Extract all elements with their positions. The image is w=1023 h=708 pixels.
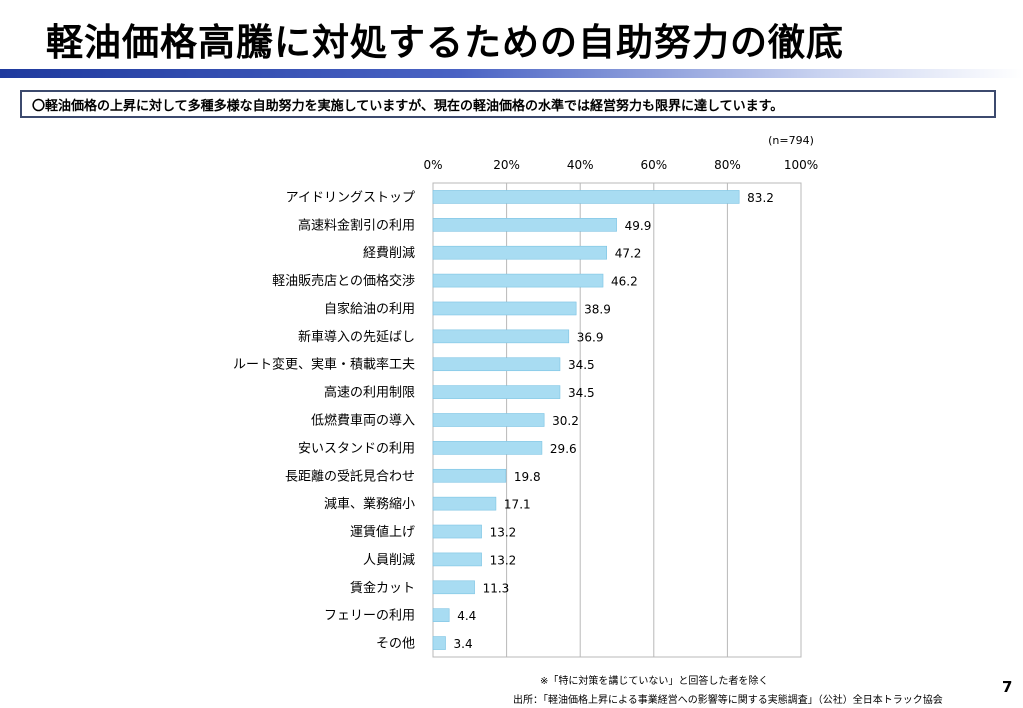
x-tick-label: 40%: [567, 158, 594, 172]
bar: [432, 218, 617, 232]
bar: [432, 190, 740, 204]
data-label: 4.4: [457, 609, 476, 623]
bar: [432, 636, 446, 650]
category-label: 人員削減: [363, 552, 415, 568]
category-label: 高速の利用制限: [324, 385, 415, 401]
category-label: 経費削減: [363, 245, 415, 261]
bar: [432, 441, 543, 455]
bar: [432, 552, 482, 567]
bar: [432, 524, 482, 539]
sample-size-label: (n=794): [768, 134, 814, 147]
bar: [432, 413, 545, 427]
data-label: 36.9: [577, 330, 604, 344]
data-label: 34.5: [568, 358, 595, 372]
x-tick-label: 80%: [714, 158, 741, 172]
data-label: 38.9: [584, 302, 611, 316]
category-label: 賃金カット: [350, 580, 415, 596]
category-label: 新車導入の先延ばし: [298, 329, 415, 345]
data-label: 13.2: [490, 553, 517, 567]
summary-text: 〇軽油価格の上昇に対して多種多様な自助努力を実施していますが、現在の軽油価格の水…: [32, 98, 784, 114]
x-tick-label: 100%: [784, 158, 818, 172]
data-label: 3.4: [454, 637, 473, 651]
data-label: 13.2: [490, 526, 517, 540]
bar: [432, 357, 561, 372]
summary-box: 〇軽油価格の上昇に対して多種多様な自助努力を実施していますが、現在の軽油価格の水…: [20, 90, 996, 118]
bar: [432, 273, 604, 288]
data-label: 29.6: [550, 442, 577, 456]
category-label: 自家給油の利用: [324, 301, 415, 317]
bar: [432, 245, 607, 260]
category-label: アイドリングストップ: [286, 190, 415, 205]
x-tick-label: 60%: [640, 158, 667, 172]
category-label: 安いスタンドの利用: [298, 441, 415, 456]
data-label: 19.8: [514, 470, 541, 484]
data-label: 17.1: [504, 498, 531, 512]
category-label: 長距離の受託見合わせ: [285, 468, 415, 484]
bar: [432, 301, 577, 316]
source-citation: 出所：「軽油価格上昇による事業経営への影響等に関する実態調査」（公社）全日本トラ…: [513, 695, 943, 706]
x-tick-label: 20%: [493, 158, 520, 172]
bar: [432, 329, 570, 344]
category-label: 低燃費車両の導入: [311, 413, 415, 429]
data-label: 83.2: [747, 191, 774, 205]
category-label: 高速料金割引の利用: [298, 217, 415, 233]
data-label: 47.2: [615, 247, 642, 261]
category-label: 軽油販売店との価格交渉: [272, 273, 415, 289]
page-number: 7: [1002, 678, 1013, 696]
bar: [432, 496, 497, 511]
bar: [432, 385, 561, 399]
category-label: 運賃値上げ: [350, 524, 415, 540]
category-label: フェリーの利用: [324, 609, 415, 624]
data-label: 11.3: [483, 581, 510, 595]
category-label: ルート変更、実車・積載率工夫: [233, 357, 415, 373]
bar: [432, 468, 507, 483]
category-label: 減車、業務縮小: [324, 496, 415, 512]
data-label: 34.5: [568, 386, 595, 400]
bar: [432, 608, 450, 622]
data-label: 49.9: [625, 219, 652, 233]
footnote: ※「特に対策を講じていない」と回答した者を除く: [540, 676, 769, 687]
x-tick-label: 0%: [423, 158, 442, 172]
title-underline-bar: [0, 69, 1023, 78]
slide-title: 軽油価格高騰に対処するための自助努力の徹底: [46, 21, 844, 64]
data-label: 46.2: [611, 275, 638, 289]
bar: [432, 580, 475, 595]
category-label: その他: [376, 637, 415, 652]
data-label: 30.2: [552, 414, 579, 428]
